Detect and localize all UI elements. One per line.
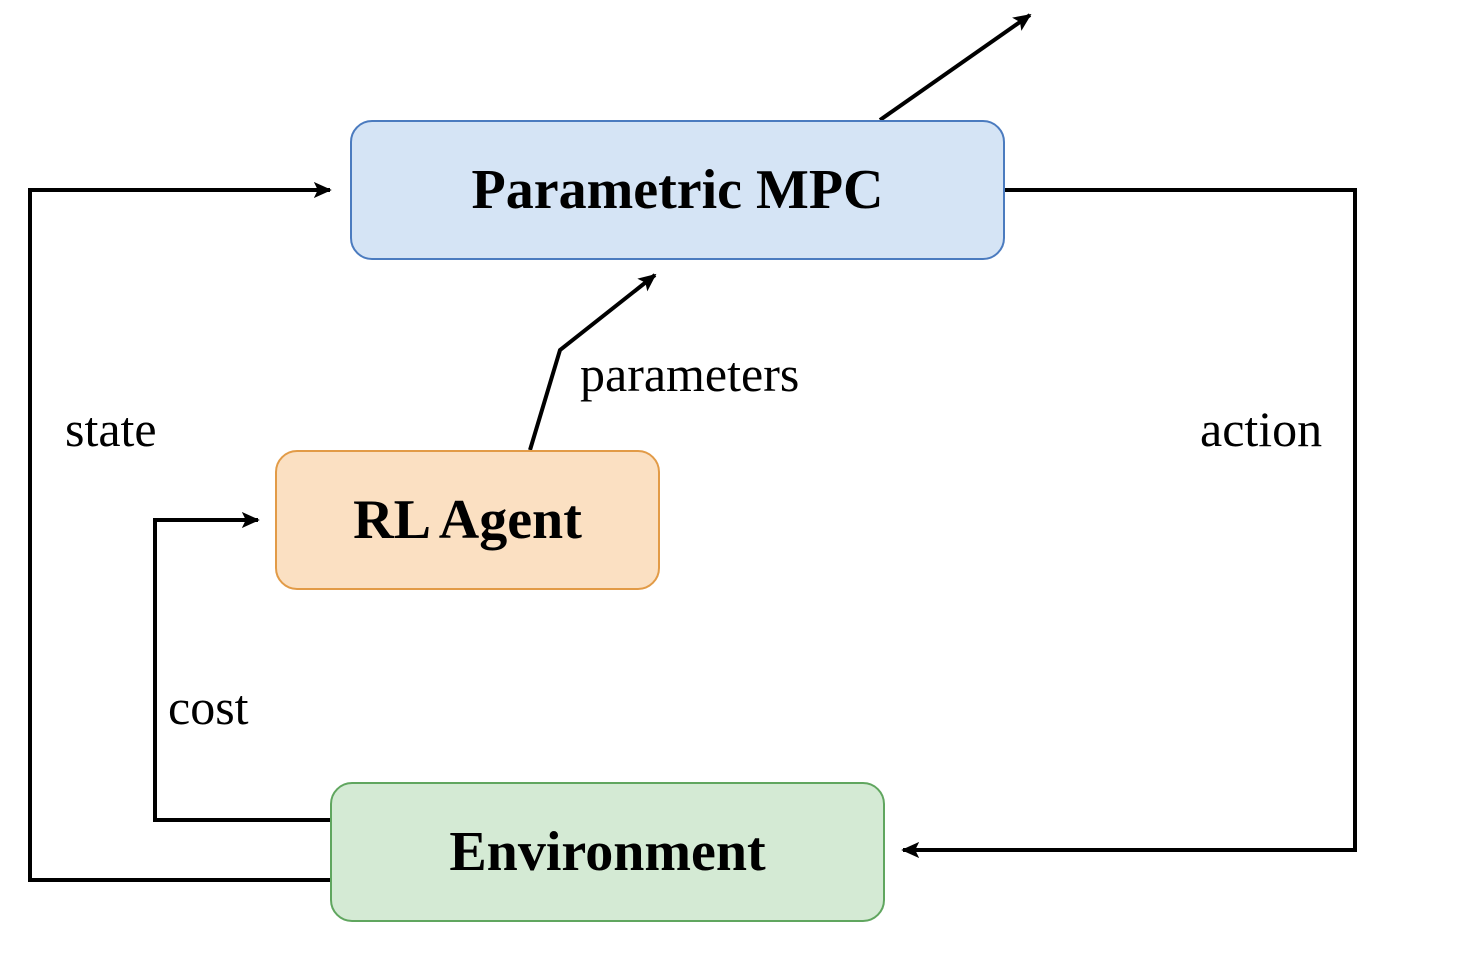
node-label: Environment xyxy=(449,820,765,884)
node-parametric-mpc: Parametric MPC xyxy=(350,120,1005,260)
edge-mpc-out-arrow xyxy=(880,15,1030,120)
node-environment: Environment xyxy=(330,782,885,922)
node-rl-agent: RL Agent xyxy=(275,450,660,590)
edge-label-state: state xyxy=(65,400,157,458)
edge-label-parameters: parameters xyxy=(580,345,799,403)
node-label: Parametric MPC xyxy=(472,158,884,222)
edge-mpc-to-env-action xyxy=(903,190,1355,850)
node-label: RL Agent xyxy=(353,488,582,552)
rl-mpc-diagram: Parametric MPC RL Agent Environment stat… xyxy=(0,0,1471,957)
edge-label-cost: cost xyxy=(168,678,249,736)
edge-label-action: action xyxy=(1200,400,1322,458)
